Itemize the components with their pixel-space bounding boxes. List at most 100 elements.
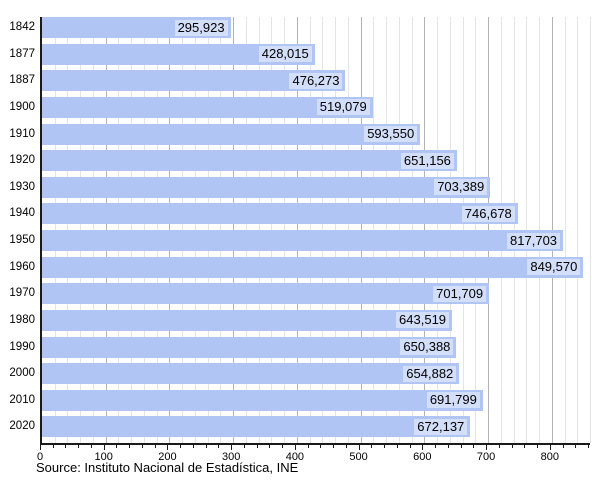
x-tick-label: 400: [285, 451, 305, 463]
bar-value-label: 703,389: [434, 179, 488, 196]
bar-value-label: 672,137: [414, 418, 468, 435]
y-tick-label: 1930: [9, 180, 35, 193]
bar: 703,389: [42, 176, 491, 198]
y-tick-label: 1960: [9, 260, 35, 273]
bar: 654,882: [42, 363, 460, 385]
x-tick-label: 0: [36, 451, 44, 463]
x-tick-major: [231, 445, 233, 450]
x-tick-minor: [269, 445, 271, 448]
x-axis: 0 100 200 300 400 500 600 700 800: [36, 445, 589, 465]
x-tick-minor: [371, 445, 373, 448]
x-tick-minor: [345, 445, 347, 448]
y-tick-label: 2000: [9, 367, 35, 380]
x-tick-major: [422, 445, 424, 450]
bar-value-label: 746,678: [461, 205, 515, 222]
y-tick-label: 1910: [9, 127, 35, 140]
x-tick-minor: [78, 445, 80, 448]
y-tick-label: 1940: [9, 207, 35, 220]
bar-value-label: 650,388: [400, 339, 454, 355]
x-tick-label: 300: [221, 451, 241, 463]
x-tick-minor: [333, 445, 335, 448]
x-tick-minor: [524, 445, 526, 448]
gridline-minor: [577, 17, 579, 443]
x-tick-label: 100: [94, 451, 113, 463]
y-tick-label: 1842: [9, 21, 35, 33]
y-tick-label: 1920: [9, 154, 35, 167]
x-tick-minor: [141, 445, 143, 448]
x-tick-major: [358, 445, 360, 450]
bar: 295,923: [42, 17, 231, 38]
bar: 428,015: [42, 43, 315, 65]
bar-value-label: 593,550: [364, 126, 418, 142]
x-tick-minor: [205, 445, 207, 448]
bar-value-label: 817,703: [507, 232, 561, 249]
x-tick-minor: [447, 445, 449, 448]
x-tick-minor: [65, 445, 67, 448]
x-tick-major: [103, 445, 105, 450]
bar-value-label: 295,923: [174, 19, 228, 36]
bar-value-label: 691,799: [426, 392, 480, 409]
x-tick-minor: [473, 445, 475, 448]
y-tick-label: 1877: [9, 47, 35, 60]
y-tick-label: 1950: [9, 234, 35, 246]
x-tick-major: [167, 445, 169, 450]
bar: 651,156: [42, 150, 457, 172]
x-tick-major: [40, 445, 41, 450]
x-tick-minor: [192, 445, 194, 448]
bar-value-label: 643,519: [396, 312, 450, 329]
x-tick-minor: [180, 445, 182, 448]
x-tick-minor: [90, 445, 92, 448]
bar: 701,709: [42, 283, 490, 305]
bar: 672,137: [42, 416, 471, 438]
gridline-minor: [590, 17, 591, 443]
x-tick-minor: [384, 445, 386, 448]
x-tick-minor: [511, 445, 513, 448]
bar: 849,570: [42, 256, 584, 278]
x-tick-minor: [154, 445, 156, 448]
x-tick-major: [294, 445, 296, 450]
y-tick-label: 2010: [9, 393, 35, 406]
x-tick-minor: [588, 445, 589, 448]
x-tick-label: 600: [413, 451, 432, 463]
x-tick-minor: [562, 445, 564, 448]
x-tick-major: [486, 445, 488, 450]
x-tick-minor: [129, 445, 131, 448]
y-tick-label: 1900: [9, 100, 35, 113]
x-tick-minor: [307, 445, 309, 448]
x-tick-minor: [256, 445, 258, 448]
bar: 476,273: [42, 70, 346, 92]
x-tick-label: 700: [476, 451, 496, 463]
bar-value-label: 428,015: [258, 46, 312, 63]
x-tick-minor: [243, 445, 245, 448]
bar: 643,519: [42, 309, 453, 331]
bar-value-label: 701,709: [433, 285, 487, 302]
bar: 817,703: [42, 230, 564, 251]
y-tick-label: 1887: [9, 74, 35, 87]
bar: 519,079: [42, 96, 373, 118]
x-tick-minor: [537, 445, 539, 448]
y-tick-label: 1970: [9, 287, 35, 300]
bar: 593,550: [42, 123, 421, 145]
x-tick-label: 200: [158, 451, 177, 463]
bar-value-label: 651,156: [400, 152, 454, 169]
bar-value-label: 519,079: [316, 99, 370, 116]
x-tick-minor: [460, 445, 462, 448]
x-tick-minor: [52, 445, 54, 448]
source-caption: Source: Instituto Nacional de Estadístic…: [36, 460, 299, 475]
x-tick-minor: [498, 445, 500, 448]
bar: 691,799: [42, 389, 483, 411]
x-tick-minor: [320, 445, 322, 448]
y-tick-label: 2020: [9, 420, 35, 433]
x-tick-minor: [409, 445, 411, 448]
x-tick-label: 500: [349, 451, 368, 463]
x-tick-major: [549, 445, 551, 450]
x-tick-minor: [116, 445, 118, 448]
bar: 746,678: [42, 203, 518, 225]
x-tick-minor: [575, 445, 577, 448]
x-tick-minor: [218, 445, 220, 448]
y-tick-label: 1990: [9, 340, 35, 353]
y-tick-label: 1980: [9, 313, 35, 326]
bar: 650,388: [42, 336, 457, 358]
bar-value-label: 476,273: [289, 72, 343, 89]
